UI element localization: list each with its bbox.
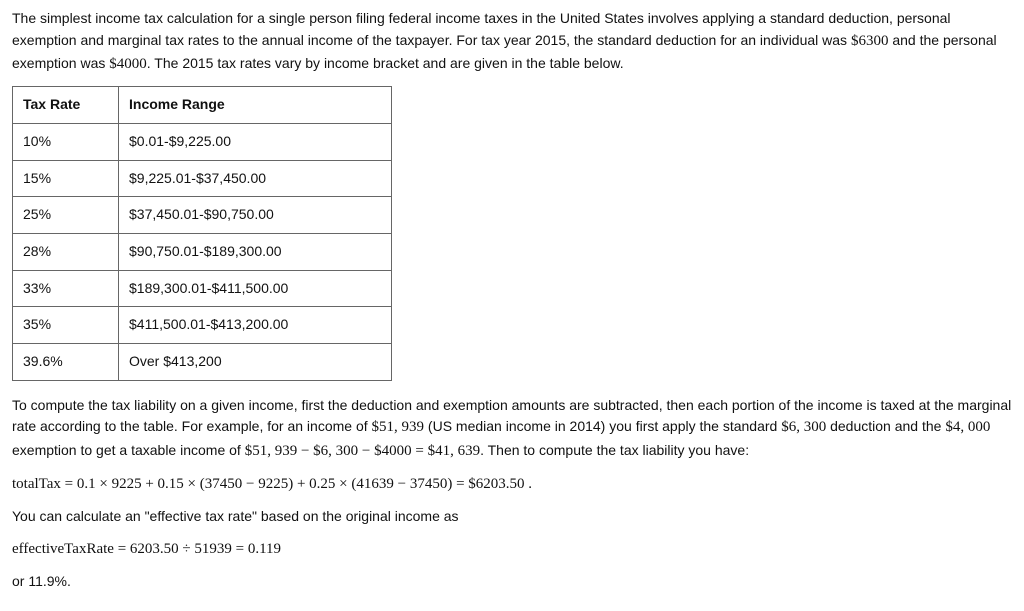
header-tax-rate: Tax Rate <box>13 87 119 124</box>
intro-paragraph: The simplest income tax calculation for … <box>12 8 1012 76</box>
intro-amount-deduction: $6300 <box>851 33 889 49</box>
cell-income-range: Over $413,200 <box>119 344 392 381</box>
cell-income-range: $0.01-$9,225.00 <box>119 123 392 160</box>
tax-brackets-table: Tax Rate Income Range 10%$0.01-$9,225.00… <box>12 86 392 381</box>
cell-tax-rate: 35% <box>13 307 119 344</box>
comp-income: $51, 939 <box>372 419 425 435</box>
table-row: 35%$411,500.01-$413,200.00 <box>13 307 392 344</box>
effective-rate-result: or 11.9%. <box>12 571 1012 593</box>
intro-text-c: . The 2015 tax rates vary by income brac… <box>147 55 624 71</box>
cell-tax-rate: 39.6% <box>13 344 119 381</box>
effective-rate-equation: effectiveTaxRate = 6203.50 ÷ 51939 = 0.1… <box>12 538 1012 561</box>
intro-amount-exemption: $4000 <box>109 56 147 72</box>
comp-text-d: exemption to get a taxable income of <box>12 442 245 458</box>
table-row: 15%$9,225.01-$37,450.00 <box>13 160 392 197</box>
cell-income-range: $411,500.01-$413,200.00 <box>119 307 392 344</box>
comp-text-c: deduction and the <box>826 418 945 434</box>
cell-income-range: $9,225.01-$37,450.00 <box>119 160 392 197</box>
intro-text-a: The simplest income tax calculation for … <box>12 10 951 48</box>
table-row: 28%$90,750.01-$189,300.00 <box>13 233 392 270</box>
cell-tax-rate: 33% <box>13 270 119 307</box>
table-header-row: Tax Rate Income Range <box>13 87 392 124</box>
comp-text-b: (US median income in 2014) you first app… <box>424 418 781 434</box>
comp-exemption: $4, 000 <box>945 419 990 435</box>
cell-tax-rate: 10% <box>13 123 119 160</box>
effective-rate-intro: You can calculate an "effective tax rate… <box>12 506 1012 528</box>
table-row: 33%$189,300.01-$411,500.00 <box>13 270 392 307</box>
comp-deduction: $6, 300 <box>781 419 826 435</box>
computation-paragraph: To compute the tax liability on a given … <box>12 395 1012 463</box>
total-tax-equation: totalTax = 0.1 × 9225 + 0.15 × (37450 − … <box>12 473 1012 496</box>
table-row: 25%$37,450.01-$90,750.00 <box>13 197 392 234</box>
cell-income-range: $90,750.01-$189,300.00 <box>119 233 392 270</box>
comp-taxable-equation: $51, 939 − $6, 300 − $4000 = $41, 639 <box>245 443 480 459</box>
table-row: 10%$0.01-$9,225.00 <box>13 123 392 160</box>
cell-tax-rate: 15% <box>13 160 119 197</box>
cell-income-range: $189,300.01-$411,500.00 <box>119 270 392 307</box>
comp-text-e: . Then to compute the tax liability you … <box>480 442 749 458</box>
header-income-range: Income Range <box>119 87 392 124</box>
cell-income-range: $37,450.01-$90,750.00 <box>119 197 392 234</box>
table-row: 39.6%Over $413,200 <box>13 344 392 381</box>
cell-tax-rate: 28% <box>13 233 119 270</box>
cell-tax-rate: 25% <box>13 197 119 234</box>
